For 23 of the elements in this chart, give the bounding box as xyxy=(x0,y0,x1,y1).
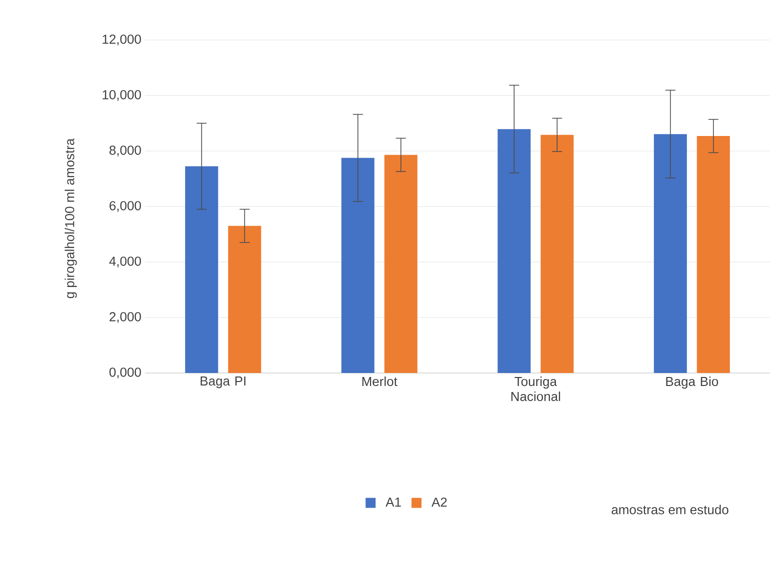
bar xyxy=(654,134,687,373)
bar xyxy=(341,158,374,373)
y-tick-label: 0,000 xyxy=(109,368,141,378)
bar xyxy=(228,226,262,373)
bar xyxy=(498,129,531,373)
bar xyxy=(185,166,218,373)
y-tick-label: 6,000 xyxy=(110,201,141,212)
x-tick-label: Touriga Nacional xyxy=(511,376,560,402)
y-axis-title: g pirogalhol/100 ml amostra xyxy=(64,138,77,298)
legend-label: A1 xyxy=(386,498,401,507)
y-tick-label: 2,000 xyxy=(110,312,141,323)
y-tick-label: 12,000 xyxy=(102,34,141,46)
bar xyxy=(384,154,418,373)
legend-label: A2 xyxy=(432,498,447,507)
bar xyxy=(540,134,574,373)
x-tick-label: Merlot xyxy=(362,376,398,386)
y-tick-label: 8,000 xyxy=(110,146,141,156)
x-tick-label: Baga PI xyxy=(200,376,246,388)
y-tick-label: 10,000 xyxy=(102,90,141,101)
bar xyxy=(696,136,730,373)
y-tick-label: 4,000 xyxy=(109,256,141,268)
x-tick-label: Baga Bio xyxy=(666,376,718,389)
text: amostras em estudo xyxy=(612,504,728,514)
